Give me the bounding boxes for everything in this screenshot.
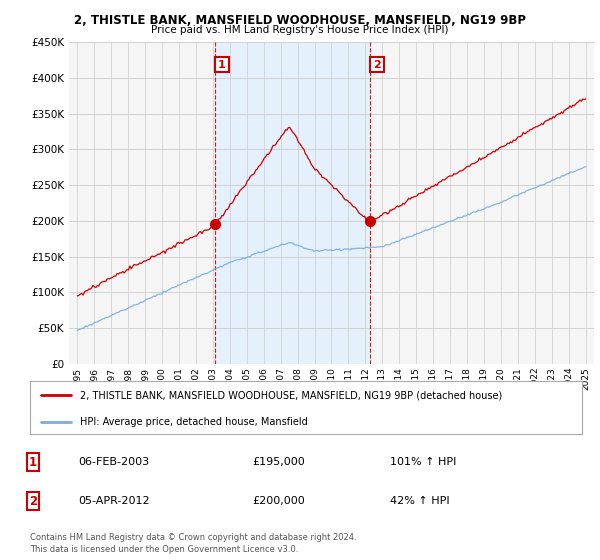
Text: 06-FEB-2003: 06-FEB-2003 — [78, 457, 149, 467]
Bar — [215, 42, 370, 364]
Text: 1: 1 — [218, 59, 226, 69]
Text: 05-APR-2012: 05-APR-2012 — [78, 496, 149, 506]
Text: 2: 2 — [29, 494, 37, 508]
Text: 42% ↑ HPI: 42% ↑ HPI — [390, 496, 449, 506]
Text: 2, THISTLE BANK, MANSFIELD WOODHOUSE, MANSFIELD, NG19 9BP: 2, THISTLE BANK, MANSFIELD WOODHOUSE, MA… — [74, 14, 526, 27]
Text: Price paid vs. HM Land Registry's House Price Index (HPI): Price paid vs. HM Land Registry's House … — [151, 25, 449, 35]
Text: 101% ↑ HPI: 101% ↑ HPI — [390, 457, 457, 467]
Text: This data is licensed under the Open Government Licence v3.0.: This data is licensed under the Open Gov… — [30, 545, 298, 554]
Text: HPI: Average price, detached house, Mansfield: HPI: Average price, detached house, Mans… — [80, 417, 307, 427]
Text: 2: 2 — [373, 59, 381, 69]
Text: £200,000: £200,000 — [252, 496, 305, 506]
Text: 1: 1 — [29, 455, 37, 469]
Text: £195,000: £195,000 — [252, 457, 305, 467]
Text: Contains HM Land Registry data © Crown copyright and database right 2024.: Contains HM Land Registry data © Crown c… — [30, 533, 356, 542]
Text: 2, THISTLE BANK, MANSFIELD WOODHOUSE, MANSFIELD, NG19 9BP (detached house): 2, THISTLE BANK, MANSFIELD WOODHOUSE, MA… — [80, 390, 502, 400]
